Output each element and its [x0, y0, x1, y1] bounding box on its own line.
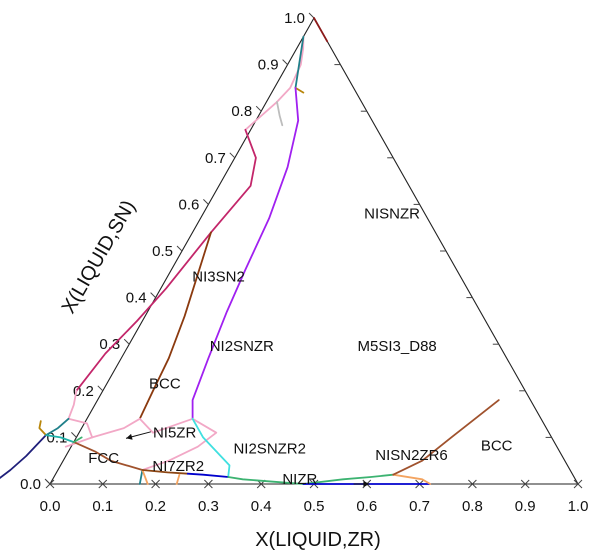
phase-boundary-line	[313, 17, 329, 43]
x-tick-mark	[98, 479, 108, 489]
phase-label: NIZR	[282, 471, 317, 488]
x-tick-label: 0.8	[462, 498, 483, 515]
triangle-outline	[49, 16, 579, 485]
phase-boundary-line	[75, 231, 212, 392]
y-tick-label: 0.5	[152, 243, 173, 260]
x-tick-label: 0.9	[515, 498, 536, 515]
phase-boundary-line	[392, 473, 432, 485]
phase-boundary-line	[302, 473, 395, 485]
phase-boundary-line	[0, 434, 47, 479]
y-tick-mark	[255, 105, 262, 112]
phase-label: BCC	[149, 375, 181, 392]
phase-boundary-line	[141, 417, 218, 471]
axis-ticks: 0.0 0.1 0.2 0.3 0.4 0.5 0.6 0.7 0.8 0.9 1.0 0.0 0.1 0…	[20, 10, 588, 515]
y-tick-label: 0.3	[99, 336, 120, 353]
x-tick-label: 1.0	[568, 498, 589, 515]
phase-boundary-line	[175, 473, 181, 485]
region-arrows	[125, 431, 370, 487]
phase-boundary-line	[138, 469, 144, 485]
phase-boundary-line	[191, 417, 231, 478]
phase-label: NI2SNZR2	[233, 441, 306, 458]
x-tick-label: 0.0	[40, 498, 61, 515]
phase-label: NI2SNZR	[210, 338, 274, 355]
x-tick-mark	[573, 479, 583, 489]
y-tick-mark	[71, 432, 77, 438]
x-tick-mark	[520, 479, 530, 489]
y-tick-mark	[176, 245, 183, 252]
phase-boundary-line	[141, 469, 149, 485]
y-tick-mark	[203, 199, 209, 205]
phase-label: NI5ZR	[153, 424, 197, 441]
phase-boundaries	[0, 17, 500, 485]
phase-boundary-line	[186, 472, 230, 478]
y-tick-mark	[123, 338, 130, 345]
phase-boundary-line	[64, 417, 141, 448]
arrow-head	[126, 433, 133, 440]
y-tick-label: 0.1	[47, 429, 68, 446]
phase-boundary-line	[191, 87, 300, 420]
phase-boundary-line	[45, 434, 75, 444]
phase-label: NI7ZR2	[152, 458, 204, 475]
y-tick-label: 0.2	[73, 383, 94, 400]
y-tick-label: 0.4	[126, 290, 147, 307]
phase-labels: NISNZR NI3SN2 NI2SNZR M5SI3_D88 BCC NI5ZR FCC N…	[88, 205, 512, 488]
phase-boundary-line	[294, 35, 305, 89]
y-tick-mark	[44, 478, 51, 485]
phase-label: NISNZR	[364, 205, 420, 222]
x-tick-label: 0.1	[92, 498, 113, 515]
x-axis-title: X(LIQUID,ZR)	[255, 529, 381, 551]
x-tick-label: 0.3	[198, 498, 219, 515]
phase-boundary-line	[210, 128, 257, 234]
phase-label: M5SI3_D88	[358, 338, 437, 355]
phase-label: NI3SN2	[192, 268, 245, 285]
x-tick-mark	[151, 479, 160, 489]
phase-boundary-line	[72, 436, 83, 444]
y-tick-mark	[150, 292, 156, 298]
x-tick-mark	[204, 479, 213, 489]
ternary-triangle-frame	[49, 16, 579, 485]
x-tick-mark	[468, 479, 477, 489]
y-tick-label: 0.7	[205, 150, 226, 167]
y-tick-mark	[282, 59, 288, 65]
phase-boundary-line	[244, 101, 278, 131]
phase-boundary-line	[141, 469, 189, 475]
y-tick-mark	[308, 12, 315, 19]
x-tick-label: 0.6	[356, 498, 377, 515]
phase-boundary-line	[138, 231, 212, 420]
phase-label: NISN2ZR6	[375, 447, 448, 464]
phase-boundary-line	[138, 417, 194, 434]
x-tick-label: 0.2	[145, 498, 166, 515]
phase-boundary-line	[276, 101, 284, 127]
phase-label: FCC	[88, 450, 119, 467]
phase-boundary-line	[392, 399, 500, 476]
x-tick-label: 0.5	[304, 498, 325, 515]
y-tick-mark	[229, 152, 236, 159]
y-tick-label: 0.0	[20, 476, 41, 493]
phase-boundary-line	[294, 87, 305, 94]
y-tick-label: 1.0	[284, 10, 305, 27]
phase-boundary-line	[276, 35, 305, 103]
x-tick-label: 0.7	[409, 498, 430, 515]
y-tick-label: 0.6	[179, 196, 200, 213]
phase-label: BCC	[481, 437, 513, 454]
x-tick-label: 0.4	[251, 498, 272, 515]
phase-boundary-line	[45, 417, 70, 437]
y-tick-label: 0.8	[231, 103, 252, 120]
phase-boundary-line	[72, 441, 144, 471]
phase-boundary-line	[38, 420, 47, 437]
y-tick-mark	[97, 385, 104, 392]
y-tick-label: 0.9	[258, 57, 279, 74]
arrow-head	[363, 481, 370, 487]
phase-boundary-line	[227, 476, 305, 485]
